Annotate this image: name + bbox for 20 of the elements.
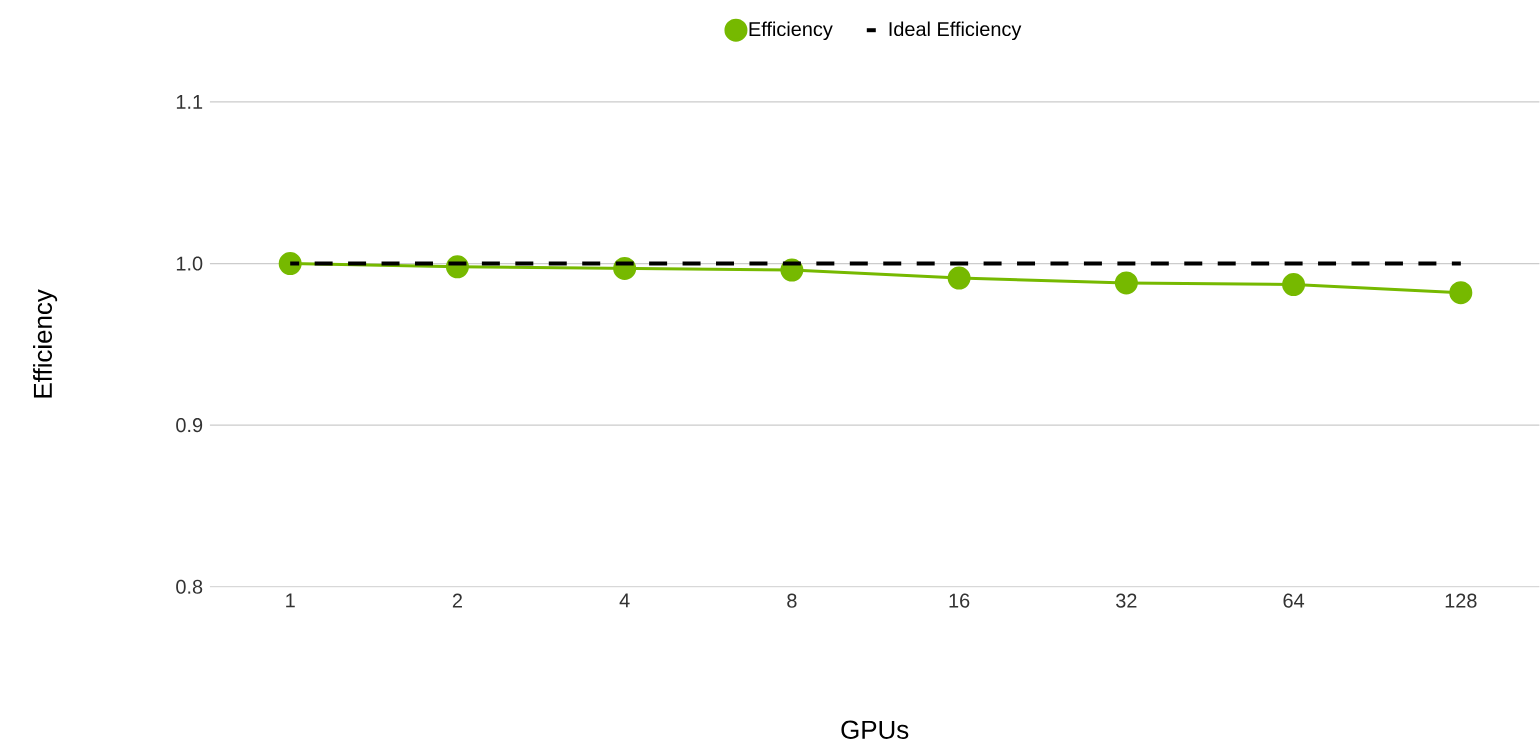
point [947,266,971,290]
x-tick-label: 8 [787,593,797,608]
y-tick-label: 0.8 [176,579,203,594]
x-tick-label: 4 [619,593,630,608]
y-axis-title: Efficiency [33,289,58,398]
x-axis-title: GPUs [841,720,909,740]
legend-label: Ideal Efficiency [889,21,1022,41]
y-tick-label: 0.9 [176,418,203,433]
y-tick-label: 1.0 [176,256,203,271]
point [1449,281,1473,305]
x-tick-label: 128 [1445,593,1477,608]
point [1282,273,1306,297]
y-tick-label: 1.1 [176,95,203,109]
legend-label: Efficiency [749,21,833,41]
x-tick-label: 64 [1283,593,1305,608]
point [1114,271,1138,295]
x-tick-label: 1 [286,593,295,608]
x-tick-label: 16 [949,593,970,608]
x-tick-label: 32 [1116,593,1137,608]
x-tick-label: 2 [452,593,462,608]
